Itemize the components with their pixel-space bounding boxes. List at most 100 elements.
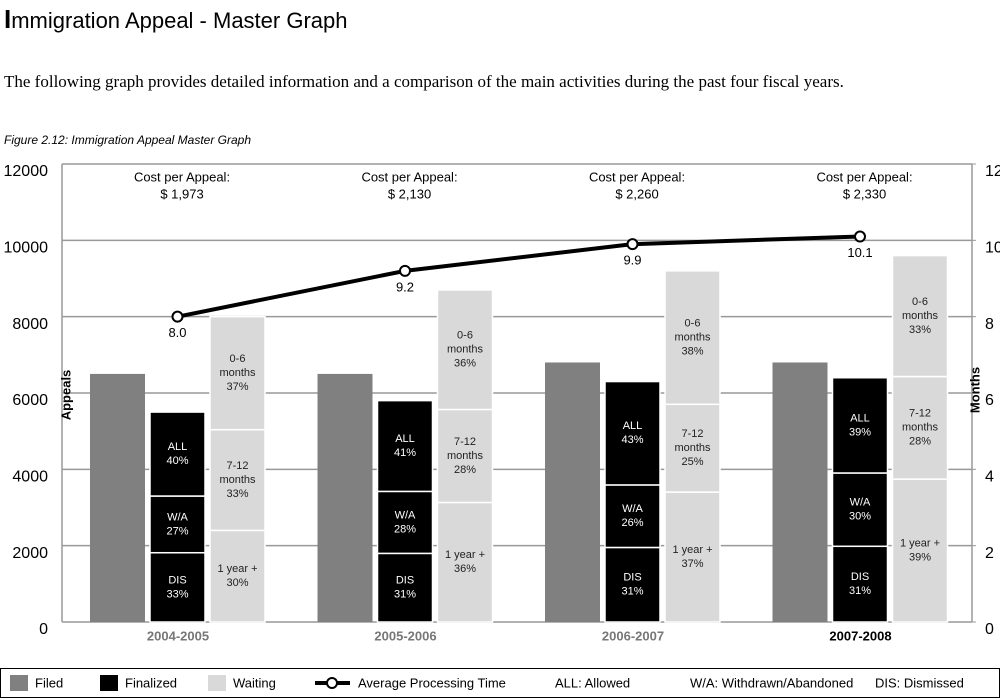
page-title: Immigration Appeal - Master Graph bbox=[4, 4, 348, 34]
segment-label: W/A bbox=[622, 503, 643, 515]
y2-tick-label: 10 bbox=[985, 240, 1000, 257]
line-point bbox=[171, 310, 184, 323]
legend-swatch bbox=[10, 675, 28, 691]
line-value-label: 9.2 bbox=[396, 279, 414, 294]
y-tick-label: 10000 bbox=[4, 240, 49, 257]
segment-value-label: 28% bbox=[909, 436, 931, 448]
bar bbox=[90, 373, 145, 622]
segment-value-label: 26% bbox=[621, 517, 643, 529]
segment-label: 7-12 bbox=[909, 408, 931, 420]
cost-caption: Cost per Appeal: bbox=[816, 169, 912, 184]
segment-label: months bbox=[447, 450, 484, 462]
cost-caption: Cost per Appeal: bbox=[361, 169, 457, 184]
cost-value: $ 2,260 bbox=[615, 186, 658, 201]
segment-label: 0-6 bbox=[912, 296, 928, 308]
bar bbox=[317, 373, 373, 622]
legend-swatch bbox=[100, 675, 118, 691]
legend-label: Average Processing Time bbox=[358, 675, 506, 690]
bar-segment bbox=[149, 495, 206, 554]
bar-segment bbox=[891, 478, 949, 623]
y2-tick-label: 4 bbox=[985, 469, 994, 486]
line-point bbox=[626, 238, 639, 251]
line bbox=[177, 234, 861, 319]
segment-label: ALL bbox=[395, 433, 415, 445]
line-point bbox=[854, 230, 866, 243]
segment-value-label: 28% bbox=[454, 464, 476, 476]
segment-label: W/A bbox=[850, 497, 871, 509]
segment-label: DIS bbox=[623, 572, 641, 584]
segment-label: months bbox=[674, 331, 711, 343]
segment-label: DIS bbox=[396, 575, 414, 587]
segment-value-label: 40% bbox=[166, 455, 188, 467]
bar-segment bbox=[209, 529, 266, 623]
segment-value-label: 31% bbox=[394, 589, 416, 601]
segment-value-label: 38% bbox=[681, 345, 703, 357]
y-tick-label: 0 bbox=[39, 621, 48, 638]
bar-segment bbox=[436, 501, 494, 623]
segment-label: 1 year + bbox=[445, 549, 485, 561]
cost-value: $ 1,973 bbox=[160, 186, 203, 201]
intro-text: The following graph provides detailed in… bbox=[4, 72, 844, 91]
segment-value-label: 41% bbox=[394, 447, 416, 459]
line-value-label: 9.9 bbox=[623, 253, 641, 268]
legend-swatch bbox=[208, 675, 226, 691]
segment-label: months bbox=[902, 422, 939, 434]
bar-segment bbox=[664, 491, 721, 623]
bar-segment bbox=[436, 289, 494, 411]
x-tick-label: 2005-2006 bbox=[374, 628, 436, 643]
bar-segment bbox=[376, 490, 434, 555]
segment-value-label: 36% bbox=[454, 358, 476, 370]
segment-label: W/A bbox=[395, 509, 416, 521]
segment-label: months bbox=[902, 310, 939, 322]
line-value-label: 10.1 bbox=[847, 245, 872, 260]
segment-value-label: 39% bbox=[909, 551, 931, 563]
segment-label: 1 year + bbox=[672, 544, 712, 556]
bar-segment bbox=[209, 315, 266, 431]
segment-label: 1 year + bbox=[900, 537, 940, 549]
bar bbox=[545, 362, 600, 622]
legend-note: DIS: Dismissed bbox=[875, 675, 964, 690]
x-tick-label: 2007-2008 bbox=[829, 628, 891, 643]
bar-segment bbox=[436, 408, 494, 504]
bar-segment bbox=[664, 270, 721, 406]
segment-value-label: 37% bbox=[226, 381, 248, 393]
segment-value-label: 27% bbox=[166, 525, 188, 537]
bar-segment bbox=[149, 411, 206, 497]
legend-label: Filed bbox=[35, 675, 63, 690]
segment-value-label: 43% bbox=[621, 434, 643, 446]
segment-label: months bbox=[219, 367, 256, 379]
bar-segment bbox=[604, 484, 661, 549]
segment-label: W/A bbox=[167, 511, 188, 523]
y2-tick-label: 0 bbox=[985, 621, 994, 638]
bar-segment bbox=[664, 403, 721, 493]
segment-label: months bbox=[674, 442, 711, 454]
bar-segment bbox=[891, 254, 949, 378]
y-tick-label: 8000 bbox=[12, 316, 48, 333]
line-value-label: 8.0 bbox=[168, 325, 186, 340]
segment-label: DIS bbox=[851, 571, 869, 583]
segment-value-label: 25% bbox=[681, 456, 703, 468]
y2-tick-label: 6 bbox=[985, 392, 994, 409]
segment-value-label: 30% bbox=[849, 511, 871, 523]
y2-tick-label: 2 bbox=[985, 545, 994, 562]
cost-value: $ 2,130 bbox=[388, 186, 431, 201]
bar-segment bbox=[209, 428, 266, 532]
segment-label: 0-6 bbox=[457, 330, 473, 342]
segment-value-label: 33% bbox=[909, 324, 931, 336]
segment-value-label: 39% bbox=[849, 426, 871, 438]
segment-label: DIS bbox=[168, 574, 186, 586]
y-axis-label: Appeals bbox=[58, 370, 73, 421]
segment-value-label: 33% bbox=[166, 588, 188, 600]
segment-value-label: 31% bbox=[849, 585, 871, 597]
segment-value-label: 36% bbox=[454, 563, 476, 575]
y-tick-label: 12000 bbox=[4, 163, 49, 180]
segment-label: 1 year + bbox=[217, 563, 257, 575]
y2-tick-label: 8 bbox=[985, 316, 994, 333]
bar-segment bbox=[376, 399, 434, 493]
segment-label: months bbox=[447, 344, 484, 356]
cost-value: $ 2,330 bbox=[843, 186, 886, 201]
bar-segment bbox=[604, 546, 661, 623]
bar-segment bbox=[831, 376, 889, 474]
